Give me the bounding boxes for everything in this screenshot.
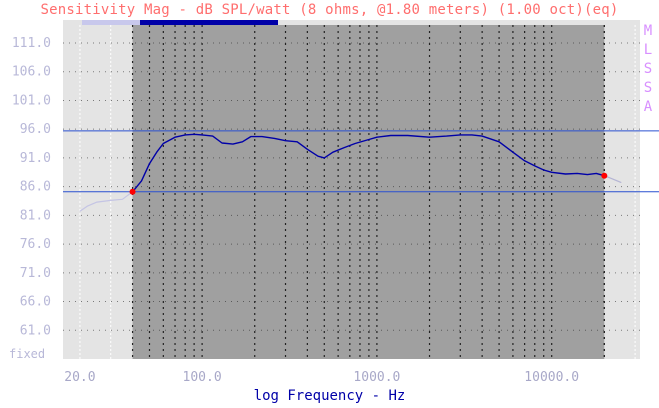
chart-title: Sensitivity Mag - dB SPL/watt (8 ohms, @… xyxy=(40,2,619,18)
side-letter: S xyxy=(643,80,653,96)
x-tick-labels: 20.0 100.0 1000.0 10000.0 xyxy=(64,370,579,385)
x-tick-label: 20.0 xyxy=(64,370,95,385)
y-tick-label: 111.0 xyxy=(12,36,51,51)
side-letter: A xyxy=(643,99,653,115)
y-tick-label: 66.0 xyxy=(20,295,51,310)
x-axis-label: log Frequency - Hz xyxy=(253,388,406,404)
y-tick-label: 61.0 xyxy=(20,323,51,338)
y-tick-label: 76.0 xyxy=(20,237,51,252)
x-tick-label: 100.0 xyxy=(183,370,222,385)
y-tick-label: 106.0 xyxy=(12,65,51,80)
side-letter: L xyxy=(643,42,653,58)
y-tick-label: 81.0 xyxy=(20,208,51,223)
y-axis-fixed-note: fixed xyxy=(9,347,45,361)
side-letter: M xyxy=(643,23,653,39)
y-tick-label: 101.0 xyxy=(12,93,51,108)
side-brand-label: M L S S A xyxy=(641,22,655,117)
reference-lines xyxy=(63,130,659,193)
x-tick-label: 10000.0 xyxy=(524,370,579,385)
window-indicator-bar-light xyxy=(82,20,140,25)
window-indicator-bar xyxy=(140,20,278,25)
grid-lines xyxy=(63,25,640,359)
data-markers xyxy=(129,172,608,195)
y-tick-label: 96.0 xyxy=(20,122,51,137)
series-line xyxy=(132,133,605,193)
data-marker xyxy=(129,188,136,195)
series-line xyxy=(79,191,133,212)
x-tick-label: 1000.0 xyxy=(353,370,400,385)
y-tick-labels: 111.0 106.0 101.0 96.0 91.0 86.0 81.0 76.0 71.0 6… xyxy=(12,36,51,338)
y-tick-label: 71.0 xyxy=(20,266,51,281)
y-tick-label: 91.0 xyxy=(20,151,51,166)
data-marker xyxy=(601,172,608,179)
side-letter: S xyxy=(643,61,653,77)
y-tick-label: 86.0 xyxy=(20,180,51,195)
